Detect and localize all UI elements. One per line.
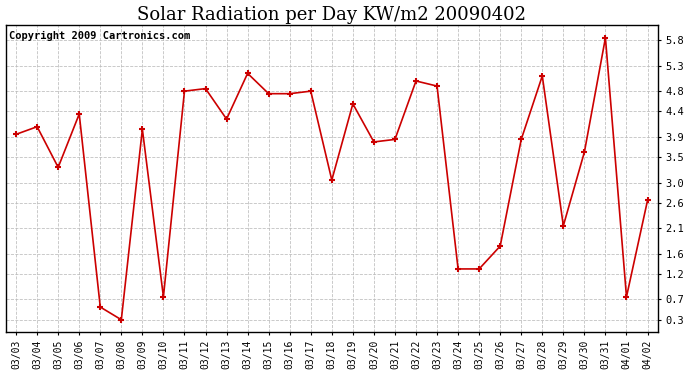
Text: Copyright 2009 Cartronics.com: Copyright 2009 Cartronics.com (9, 31, 190, 41)
Title: Solar Radiation per Day KW/m2 20090402: Solar Radiation per Day KW/m2 20090402 (137, 6, 526, 24)
